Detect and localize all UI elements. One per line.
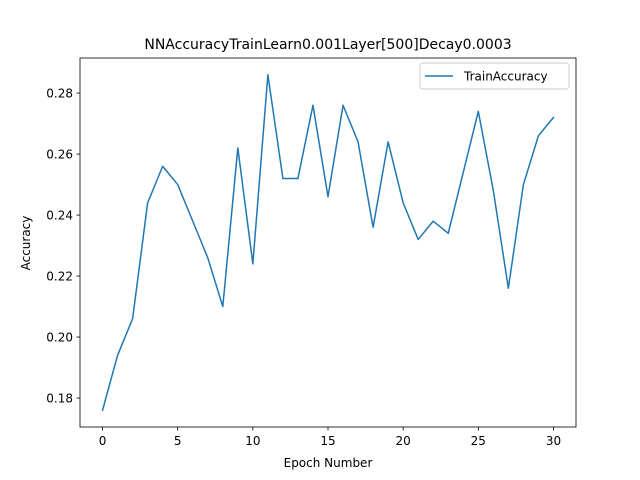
x-tick-label: 5	[174, 434, 182, 448]
y-tick-label: 0.28	[46, 87, 73, 101]
plot-area: 0 5 10 15 20 25 30 0.18 0.20 0.22 0.24 0.26 0.28	[46, 57, 577, 448]
y-tick-label: 0.24	[46, 209, 73, 223]
y-axis-label: Accuracy	[19, 216, 33, 271]
legend: TrainAccuracy	[419, 62, 570, 90]
y-tick-label: 0.20	[46, 331, 73, 345]
y-tick-label: 0.22	[46, 270, 73, 284]
x-tick-label: 15	[320, 434, 335, 448]
x-tick-label: 10	[245, 434, 260, 448]
y-tick-label: 0.26	[46, 148, 73, 162]
x-tick-label: 0	[99, 434, 107, 448]
x-axis-label: Epoch Number	[284, 456, 373, 470]
legend-label: TrainAccuracy	[463, 70, 548, 84]
chart-title: NNAccuracyTrainLearn0.001Layer[500]Decay…	[144, 37, 511, 53]
series-line-0	[101, 74, 555, 412]
legend-box	[419, 62, 570, 90]
x-tick-label: 20	[396, 434, 411, 448]
x-tick-label: 25	[471, 434, 486, 448]
x-tick-label: 30	[546, 434, 561, 448]
y-tick-label: 0.18	[46, 392, 73, 406]
